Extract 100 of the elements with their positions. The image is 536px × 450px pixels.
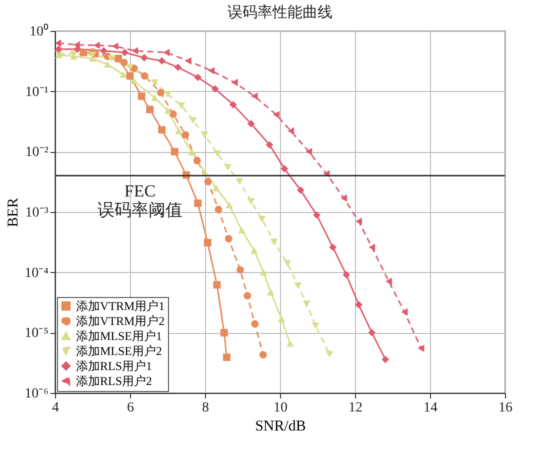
y-tick-label: 10⁻⁴ <box>24 266 49 281</box>
y-axis-title: BER <box>6 198 22 228</box>
point <box>220 328 228 336</box>
point <box>182 131 190 139</box>
point <box>260 269 268 276</box>
point <box>355 301 362 308</box>
point <box>132 47 138 54</box>
point <box>223 354 230 362</box>
point <box>175 128 182 134</box>
point <box>194 199 202 207</box>
point <box>286 340 294 347</box>
point <box>238 226 246 234</box>
point <box>302 300 310 308</box>
point <box>194 74 202 82</box>
point <box>270 238 278 246</box>
point <box>259 351 267 358</box>
legend-label: 添加RLS用户1 <box>76 359 152 373</box>
point <box>273 110 280 118</box>
point <box>356 218 362 226</box>
point <box>368 328 376 336</box>
point <box>213 281 221 289</box>
point <box>164 107 172 114</box>
point <box>368 244 376 252</box>
x-tick-label: 10 <box>274 400 288 416</box>
point <box>251 92 258 100</box>
point <box>244 292 252 300</box>
y-tick-label: 10⁻⁵ <box>24 326 49 342</box>
point <box>189 117 197 124</box>
point <box>278 316 286 322</box>
point <box>340 194 347 202</box>
point <box>214 206 222 214</box>
point <box>224 235 232 242</box>
point <box>146 106 154 114</box>
point <box>120 71 127 78</box>
point <box>74 41 80 49</box>
point <box>386 278 392 286</box>
point <box>247 198 255 205</box>
point <box>93 42 100 49</box>
legend-label: 添加VTRM用户1 <box>76 299 165 313</box>
point <box>251 320 259 328</box>
point <box>55 39 62 47</box>
point <box>247 120 255 128</box>
y-tick-label: 10⁻¹ <box>25 84 48 100</box>
point <box>418 344 424 352</box>
point <box>204 238 212 246</box>
point <box>169 110 177 118</box>
point <box>174 64 182 72</box>
point <box>130 78 138 84</box>
point <box>126 72 134 80</box>
point <box>170 148 178 156</box>
point <box>313 211 320 219</box>
x-tick-label: 6 <box>127 400 134 416</box>
legend-label: 添加MLSE用户1 <box>76 329 162 343</box>
point <box>151 79 158 86</box>
point <box>138 92 146 100</box>
legend-label: 添加MLSE用户2 <box>76 344 162 358</box>
legend-label: 添加RLS用户2 <box>76 374 152 388</box>
point <box>158 126 166 134</box>
point <box>329 244 337 252</box>
point <box>184 57 192 65</box>
point <box>266 288 274 296</box>
point <box>200 132 208 138</box>
chart-title: 误码率性能曲线 <box>228 4 332 21</box>
point <box>306 148 312 156</box>
point <box>296 186 304 194</box>
point <box>401 308 408 316</box>
point <box>112 42 118 50</box>
x-axis-title: SNR/dB <box>255 418 306 434</box>
y-tick-label: 10⁻⁶ <box>24 386 49 402</box>
y-tick-label: 10⁰ <box>30 24 48 40</box>
point <box>204 178 212 186</box>
y-tick-label: 10⁻³ <box>25 206 48 220</box>
point <box>284 260 292 267</box>
point <box>214 150 222 157</box>
point <box>231 78 238 86</box>
point <box>288 127 294 135</box>
point <box>342 271 350 279</box>
point <box>114 54 122 62</box>
point <box>157 88 164 96</box>
x-tick-label: 8 <box>202 400 209 416</box>
point <box>211 85 219 93</box>
point <box>212 184 220 192</box>
point <box>280 165 288 173</box>
point <box>104 61 112 68</box>
point <box>55 45 62 53</box>
point <box>188 148 196 156</box>
point <box>236 178 244 185</box>
point <box>193 156 201 164</box>
legend-label: 添加VTRM用户2 <box>76 314 165 328</box>
point <box>163 48 170 56</box>
y-tick-label: 10⁻² <box>25 145 48 160</box>
x-tick-label: 12 <box>348 400 362 416</box>
point <box>108 55 115 62</box>
point <box>100 47 108 54</box>
x-tick-label: 16 <box>498 400 512 416</box>
point <box>164 91 172 98</box>
point <box>226 202 234 208</box>
point <box>140 72 148 80</box>
point <box>158 57 166 65</box>
x-tick-label: 14 <box>424 400 438 416</box>
